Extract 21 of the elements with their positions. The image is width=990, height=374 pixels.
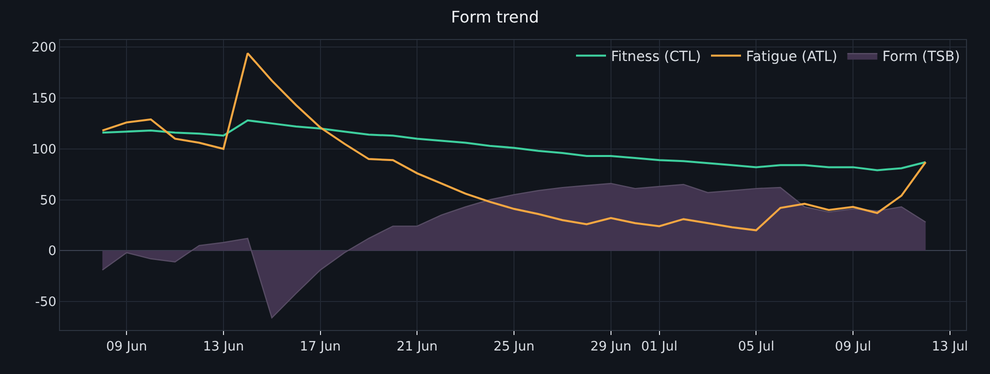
y-tick-label: 50 <box>40 193 56 208</box>
legend-label: Form (TSB) <box>882 49 960 66</box>
x-tick-label: 09 Jul <box>834 340 872 355</box>
x-tick-label: 25 Jun <box>494 340 535 355</box>
x-tick-label: 13 Jun <box>202 340 244 355</box>
line-series <box>101 119 927 172</box>
chart-title: Form trend <box>450 7 540 26</box>
x-tick-label: 05 Jul <box>738 340 774 355</box>
y-tick-label: 0 <box>48 244 56 260</box>
x-tick-label: 17 Jun <box>300 340 341 355</box>
x-tick-label: 29 Jun <box>590 340 632 355</box>
legend-label: Fitness (CTL) <box>611 49 701 66</box>
y-tick-label: 200 <box>32 40 56 56</box>
y-tick-label: -50 <box>35 295 56 310</box>
x-tick-label: 09 Jun <box>106 340 148 355</box>
x-tick-label: 21 Jun <box>396 340 438 355</box>
x-tick-label: 01 Jul <box>641 340 678 355</box>
x-tick-label: 13 Jul <box>932 340 968 355</box>
y-tick-label: 150 <box>32 92 56 107</box>
y-tick-label: 100 <box>32 142 56 158</box>
legend-label: Fatigue (ATL) <box>746 49 838 66</box>
